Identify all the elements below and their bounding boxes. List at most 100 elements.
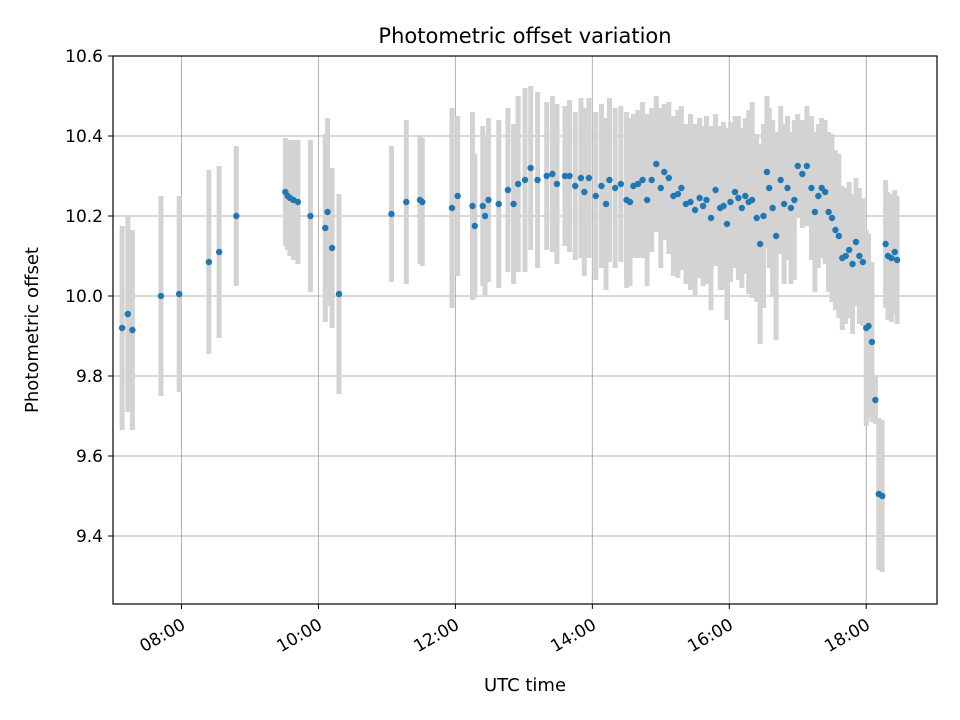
- data-point: [748, 196, 756, 204]
- data-point: [294, 198, 302, 206]
- data-point: [215, 248, 223, 256]
- data-point: [388, 210, 395, 218]
- data-point: [691, 206, 699, 214]
- data-point: [611, 184, 619, 192]
- data-point: [566, 172, 573, 180]
- data-point: [780, 200, 788, 208]
- data-point: [852, 238, 860, 246]
- chart-title: Photometric offset variation: [378, 24, 671, 48]
- data-point: [521, 176, 529, 184]
- data-point: [678, 184, 685, 192]
- data-point: [592, 192, 599, 200]
- data-point: [553, 180, 561, 188]
- data-point: [859, 258, 867, 266]
- data-point: [514, 180, 522, 188]
- data-point: [888, 254, 895, 262]
- data-point: [856, 252, 863, 260]
- plot-frame: [112, 55, 938, 605]
- data-point: [485, 196, 492, 204]
- data-point: [606, 176, 613, 184]
- data-point: [769, 204, 776, 212]
- data-point: [634, 180, 642, 188]
- data-point: [696, 194, 703, 202]
- data-point: [657, 184, 665, 192]
- data-point: [129, 326, 136, 334]
- data-point: [561, 172, 569, 180]
- data-point: [643, 196, 651, 204]
- data-point: [585, 174, 593, 182]
- data-point: [335, 290, 343, 298]
- data-point: [763, 168, 771, 176]
- data-point: [527, 164, 534, 172]
- data-point: [699, 202, 707, 210]
- data-point: [572, 182, 579, 190]
- data-point: [639, 176, 646, 184]
- data-point: [731, 188, 739, 196]
- data-point: [756, 240, 764, 248]
- data-point: [825, 208, 832, 216]
- data-point: [626, 198, 634, 206]
- data-point: [577, 174, 585, 182]
- data-point: [791, 196, 798, 204]
- data-point: [510, 200, 517, 208]
- data-point: [760, 212, 767, 220]
- data-point: [882, 240, 889, 248]
- data-point: [879, 492, 886, 500]
- data-point: [842, 252, 849, 260]
- point-layer: [118, 160, 901, 500]
- data-point: [811, 208, 819, 216]
- data-point: [707, 214, 715, 222]
- data-point: [803, 162, 811, 170]
- y-tick-label: 10.0: [65, 287, 103, 307]
- data-point: [772, 232, 780, 240]
- data-point: [617, 180, 625, 188]
- data-point: [868, 338, 876, 346]
- data-point: [703, 196, 710, 204]
- data-point: [322, 224, 329, 232]
- data-point: [832, 226, 839, 234]
- data-point: [808, 184, 815, 192]
- data-point: [891, 248, 898, 256]
- data-point: [828, 214, 836, 222]
- data-point: [766, 184, 773, 192]
- data-point: [403, 198, 410, 206]
- data-point: [712, 186, 719, 194]
- data-point: [799, 170, 806, 178]
- data-point: [849, 260, 856, 268]
- data-point: [674, 190, 682, 198]
- data-point: [742, 192, 749, 200]
- data-point: [157, 292, 165, 300]
- data-point: [753, 214, 760, 222]
- data-point: [735, 194, 742, 202]
- data-point: [504, 186, 512, 194]
- data-point: [118, 324, 126, 332]
- data-point: [821, 188, 829, 196]
- y-tick-label: 9.6: [76, 447, 103, 467]
- y-tick-label: 10.4: [65, 127, 103, 147]
- data-point: [543, 172, 550, 180]
- data-point: [653, 160, 660, 168]
- data-point: [602, 200, 610, 208]
- data-point: [324, 208, 331, 216]
- y-tick-label: 10.6: [65, 47, 103, 67]
- data-point: [661, 168, 668, 176]
- data-point: [665, 174, 673, 182]
- data-point: [534, 176, 541, 184]
- data-point: [328, 244, 336, 252]
- data-point: [687, 198, 694, 206]
- data-point: [794, 162, 801, 170]
- data-point: [471, 222, 478, 230]
- data-point: [549, 170, 556, 178]
- data-point: [581, 188, 588, 196]
- data-point: [481, 212, 489, 220]
- data-point: [835, 232, 843, 240]
- data-point: [419, 198, 426, 206]
- y-tick-label: 10.2: [65, 207, 103, 227]
- data-point: [723, 220, 731, 228]
- data-point: [124, 310, 132, 318]
- data-point: [233, 212, 240, 220]
- data-point: [648, 176, 655, 184]
- data-point: [479, 202, 486, 210]
